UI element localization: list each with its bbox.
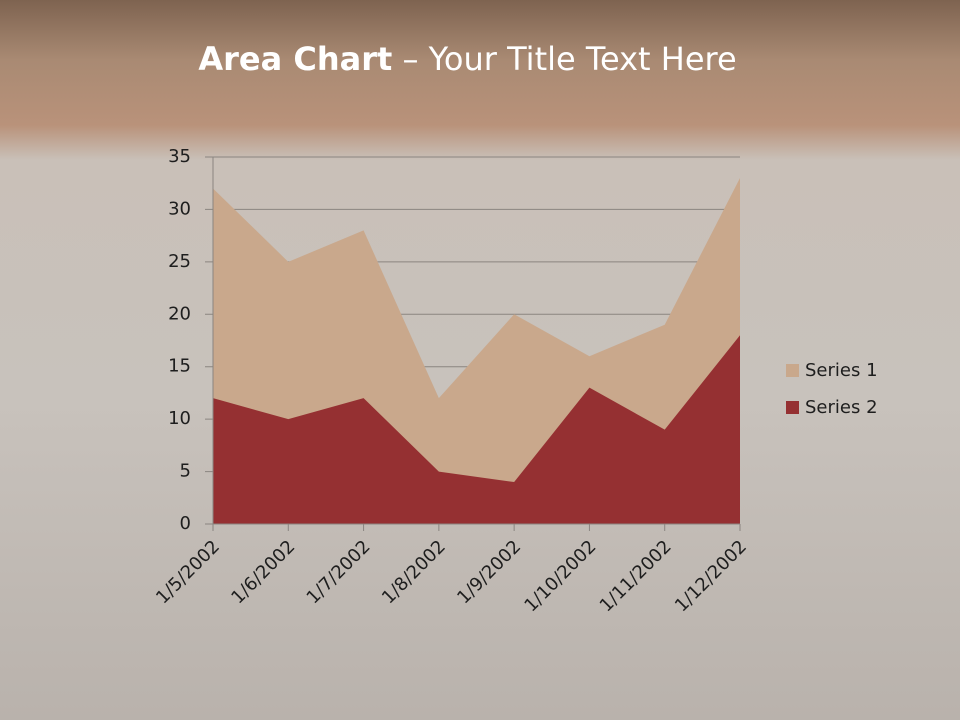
legend-swatch xyxy=(786,364,799,377)
legend-label: Series 1 xyxy=(805,360,878,381)
x-tick-label: 1/9/2002 xyxy=(453,536,525,608)
y-tick-label: 25 xyxy=(168,251,191,272)
y-tick-label: 10 xyxy=(168,408,191,429)
y-tick-label: 30 xyxy=(168,198,191,219)
x-tick-label: 1/11/2002 xyxy=(596,536,676,616)
x-tick-label: 1/10/2002 xyxy=(520,536,600,616)
y-tick-label: 20 xyxy=(168,303,191,324)
y-tick-label: 0 xyxy=(180,513,191,534)
x-tick-label: 1/7/2002 xyxy=(303,536,375,608)
x-tick-label: 1/12/2002 xyxy=(671,536,751,616)
x-tick-label: 1/6/2002 xyxy=(227,536,299,608)
title-bold: Area Chart xyxy=(198,40,393,78)
title-rest: – Your Title Text Here xyxy=(402,40,737,78)
x-tick-label: 1/5/2002 xyxy=(152,536,224,608)
y-tick-label: 15 xyxy=(168,356,191,377)
x-tick-label: 1/8/2002 xyxy=(378,536,450,608)
y-tick-label: 5 xyxy=(180,461,191,482)
y-tick-label: 35 xyxy=(168,146,191,167)
legend-label: Series 2 xyxy=(805,397,878,418)
legend-swatch xyxy=(786,401,799,414)
slide-title: Area Chart – Your Title Text Here xyxy=(0,40,935,78)
area xyxy=(213,335,740,524)
